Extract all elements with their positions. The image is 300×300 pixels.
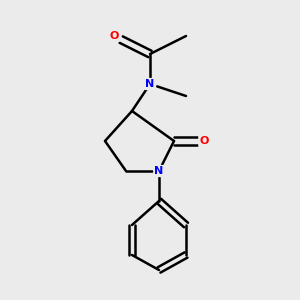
Text: N: N <box>146 79 154 89</box>
Text: O: O <box>199 136 209 146</box>
Text: O: O <box>109 31 119 41</box>
Text: N: N <box>154 166 164 176</box>
